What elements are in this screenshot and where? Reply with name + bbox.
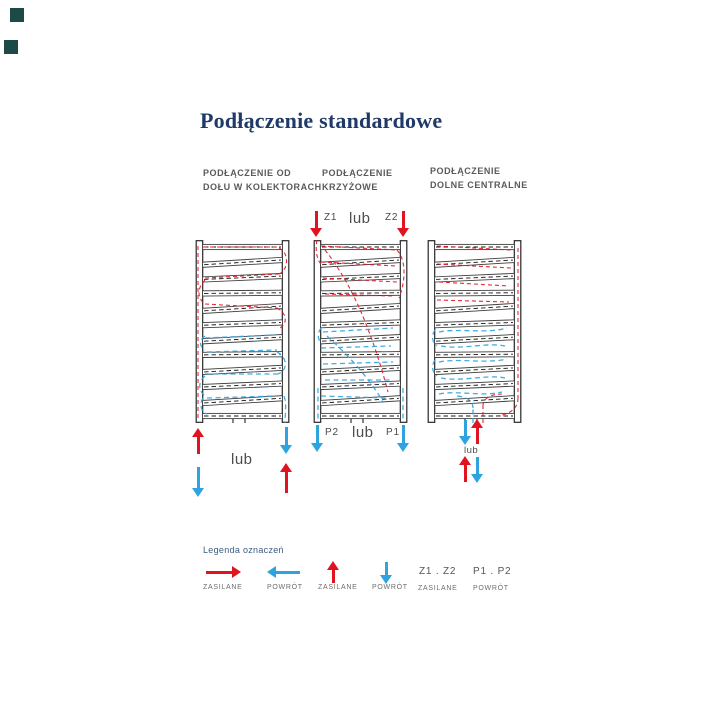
label-z2: Z2 <box>385 212 399 223</box>
return-arrow-down-icon <box>192 466 205 497</box>
label-p2: P2 <box>325 427 339 438</box>
page-title: Podłączenie standardowe <box>200 108 443 133</box>
radiator-diagram-cross <box>313 240 408 423</box>
legend-label: POWRÓT <box>473 585 509 592</box>
column-header-cross: PODŁĄCZENIE KRZYŻOWE <box>322 167 393 194</box>
legend-label: ZASILANE <box>318 584 358 591</box>
radiator-diagram-bottom-collectors <box>195 240 290 423</box>
label-p1: P1 <box>386 427 400 438</box>
supply-arrow-down-icon <box>310 210 323 237</box>
legend-z1-z2: Z1 . Z2 <box>419 566 457 577</box>
supply-arrow-up-icon <box>471 419 484 445</box>
column-header-line: PODŁĄCZENIE <box>322 168 393 178</box>
legend-title: Legenda oznaczeń <box>203 545 284 555</box>
column-header-line: DOLNE CENTRALNE <box>430 179 528 190</box>
return-arrow-down-icon <box>311 424 324 452</box>
return-arrow-down-icon <box>280 426 293 454</box>
column-header-line: KRZYŻOWE <box>322 181 378 192</box>
radiator-diagram-bottom-central <box>427 240 522 423</box>
column-header-line: DOŁU W KOLEKTORACH <box>203 181 322 192</box>
column-header-bottom-collectors: PODŁĄCZENIE OD DOŁU W KOLEKTORACH <box>203 167 322 194</box>
or-label: lub <box>349 210 371 227</box>
return-arrow-down-icon <box>471 456 484 483</box>
column-header-line: PODŁĄCZENIE OD <box>203 168 292 178</box>
corner-square <box>10 8 24 22</box>
legend-label: POWRÓT <box>372 584 408 591</box>
legend-label: ZASILANE <box>203 584 243 591</box>
legend-label: ZASILANE <box>418 585 458 592</box>
corner-square <box>4 40 18 54</box>
or-label: lub <box>464 445 479 456</box>
or-label: lub <box>231 451 253 468</box>
column-header-line: PODŁĄCZENIE <box>430 166 501 176</box>
legend-supply-up-arrow-icon <box>327 561 340 584</box>
return-arrow-down-icon <box>397 424 410 452</box>
legend-supply-right-arrow-icon <box>205 566 241 579</box>
return-arrow-down-icon <box>459 419 472 445</box>
legend-return-down-arrow-icon <box>380 561 393 584</box>
supply-arrow-up-icon <box>192 428 205 455</box>
column-header-bottom-central: PODŁĄCZENIE DOLNE CENTRALNE <box>430 165 528 192</box>
supply-arrow-up-icon <box>459 456 472 483</box>
legend-p1-p2: P1 . P2 <box>473 566 512 577</box>
or-label: lub <box>352 424 374 441</box>
supply-arrow-down-icon <box>397 210 410 237</box>
label-z1: Z1 <box>324 212 338 223</box>
legend-return-left-arrow-icon <box>267 566 301 579</box>
supply-arrow-up-icon <box>280 463 293 494</box>
legend-label: POWRÓT <box>267 584 303 591</box>
